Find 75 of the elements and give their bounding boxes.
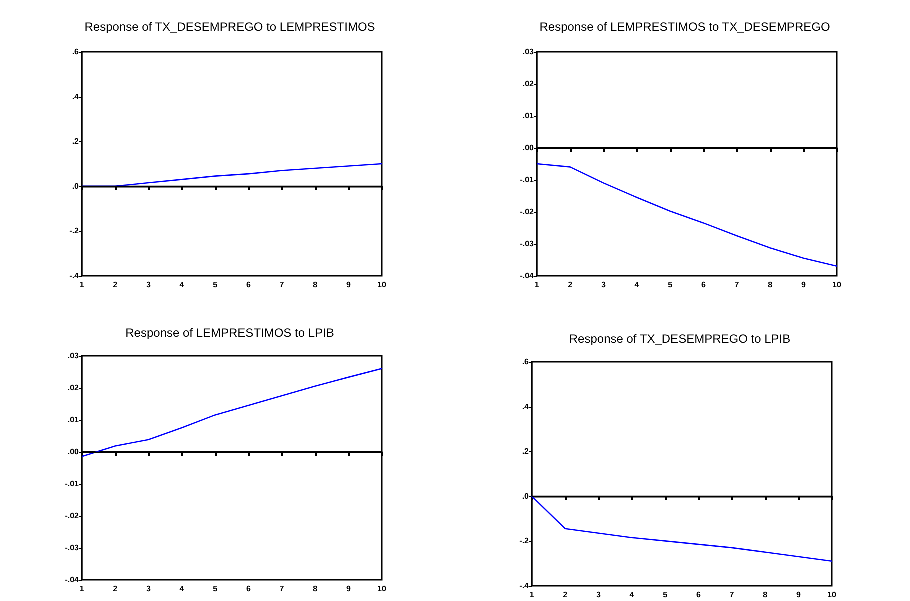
- x-tick-label: 8: [768, 280, 774, 290]
- chart-title: Response of TX_DESEMPREGO to LPIB: [569, 332, 791, 346]
- y-tick-label: .02: [68, 384, 80, 392]
- x-tick-label: 5: [213, 584, 218, 594]
- x-tick-label: 6: [246, 280, 252, 290]
- line-series: [531, 496, 833, 562]
- x-tick-label: 6: [246, 584, 252, 594]
- y-tick-label: .2: [522, 447, 530, 456]
- x-tick-label: 4: [630, 590, 635, 600]
- x-tick-label: 10: [378, 280, 387, 290]
- y-tick-label: -.03: [520, 240, 535, 248]
- x-tick-label: 6: [701, 280, 706, 290]
- y-tick-label: .01: [68, 416, 80, 424]
- x-tick-label: 2: [568, 280, 574, 290]
- x-tick-label: 5: [663, 590, 668, 600]
- y-tick-label: -.03: [65, 544, 80, 552]
- x-tick-label: 7: [280, 280, 285, 290]
- line-series: [81, 368, 383, 458]
- x-tick-label: 7: [734, 280, 740, 290]
- y-tick-label: .00: [68, 448, 80, 456]
- x-tick-label: 2: [563, 590, 568, 600]
- x-tick-label: 8: [313, 280, 318, 290]
- y-tick-label: .02: [522, 80, 535, 88]
- y-tick-label: .03: [522, 48, 535, 56]
- x-tick-label: 8: [763, 590, 768, 600]
- y-tick-label: -.04: [65, 576, 80, 584]
- x-tick-label: 9: [796, 590, 802, 600]
- chart-title: Response of TX_DESEMPREGO to LEMPRESTIMOS: [84, 20, 376, 34]
- x-tick-label: 5: [213, 280, 218, 290]
- x-tick-label: 3: [146, 280, 152, 290]
- y-tick-label: .4: [522, 402, 530, 412]
- x-tick-label: 5: [668, 280, 674, 290]
- y-tick-label: .2: [72, 137, 80, 146]
- x-tick-label: 1: [530, 590, 535, 600]
- y-tick-label: -.01: [65, 480, 80, 488]
- x-tick-label: 2: [113, 584, 118, 594]
- y-tick-label: .6: [522, 358, 530, 366]
- chart-title: Response of LEMPRESTIMOS to LPIB: [126, 326, 334, 340]
- y-tick-label: -.02: [65, 512, 80, 520]
- x-tick-label: 1: [80, 280, 85, 290]
- y-tick-label: -.01: [520, 176, 535, 184]
- x-tick-label: 3: [146, 584, 152, 594]
- y-tick-label: -.2: [520, 536, 530, 546]
- x-tick-label: 3: [601, 280, 606, 290]
- x-tick-label: 10: [378, 584, 387, 594]
- y-tick-label: .0: [72, 182, 80, 191]
- x-tick-label: 6: [696, 590, 702, 600]
- y-tick-label: .00: [522, 144, 535, 152]
- y-tick-label: .6: [72, 48, 80, 56]
- y-tick-label: -.2: [70, 226, 80, 236]
- x-tick-label: 2: [113, 280, 118, 290]
- x-tick-label: 9: [346, 584, 352, 594]
- y-tick-label: -.4: [70, 272, 80, 280]
- x-tick-label: 7: [730, 590, 735, 600]
- x-tick-label: 3: [596, 590, 602, 600]
- y-tick-label: -.02: [520, 208, 535, 216]
- x-tick-label: 9: [801, 280, 806, 290]
- x-tick-label: 4: [180, 280, 185, 290]
- x-tick-label: 4: [180, 584, 185, 594]
- y-tick-label: .03: [68, 352, 80, 360]
- x-tick-label: 1: [80, 584, 85, 594]
- y-tick-label: .01: [522, 112, 535, 120]
- y-tick-label: -.4: [520, 582, 530, 590]
- y-tick-label: .4: [72, 92, 80, 102]
- x-tick-label: 1: [534, 280, 540, 290]
- line-series: [536, 163, 838, 268]
- x-tick-label: 7: [280, 584, 285, 594]
- x-tick-label: 10: [828, 590, 837, 600]
- x-tick-label: 10: [832, 280, 842, 290]
- x-tick-label: 4: [634, 280, 640, 290]
- y-tick-label: .0: [522, 492, 530, 501]
- chart-title: Response of LEMPRESTIMOS to TX_DESEMPREGO: [540, 20, 830, 34]
- x-tick-label: 8: [313, 584, 318, 594]
- x-tick-label: 9: [346, 280, 352, 290]
- y-tick-label: -.04: [520, 272, 535, 280]
